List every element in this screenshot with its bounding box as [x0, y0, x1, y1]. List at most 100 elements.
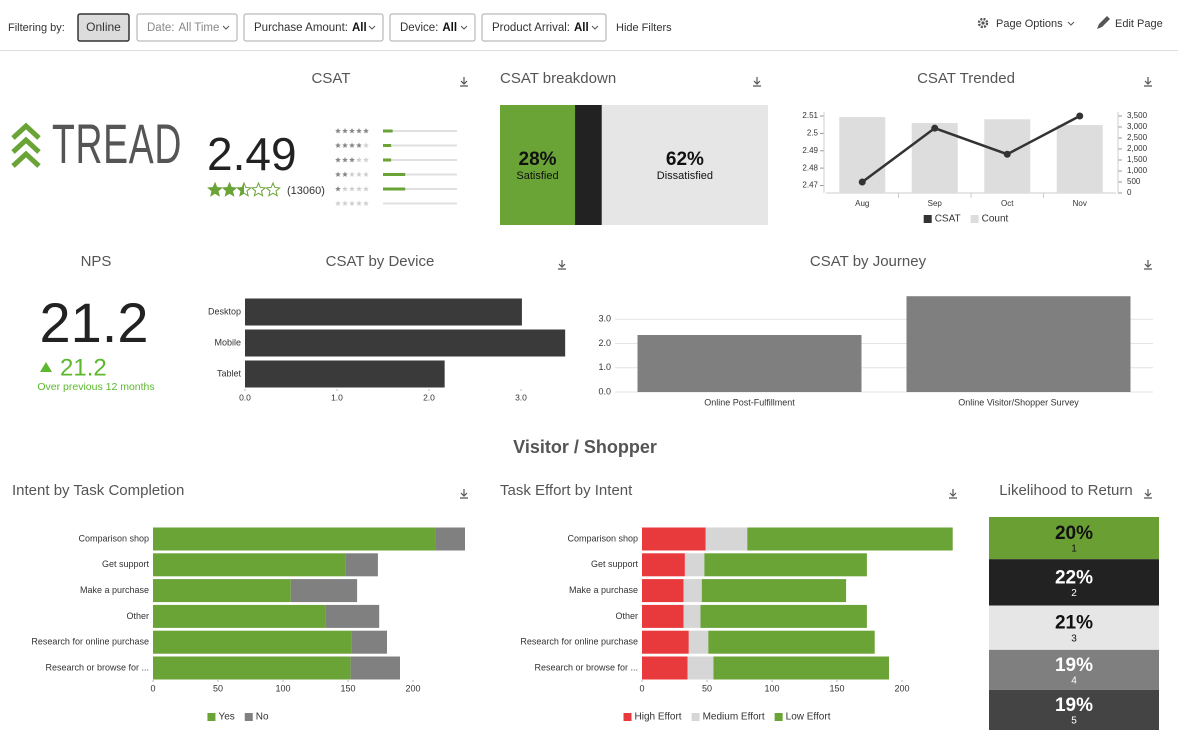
button-frame [481, 13, 607, 42]
widget-title: CSAT by Device [326, 253, 435, 270]
y-tick-label: 2.0 [598, 338, 611, 348]
bar-segment [345, 553, 378, 577]
distribution-bar [383, 144, 392, 147]
breakdown-segment [601, 105, 768, 225]
legend-label: Count [982, 214, 1009, 225]
y-tick-label: Mobile [214, 337, 241, 347]
segment-value: 62% [666, 149, 704, 170]
segment-label: Satisfied [516, 170, 558, 182]
page-options[interactable]: Page Options [977, 17, 1075, 30]
row-star [349, 128, 355, 134]
y-tick-label: 2.5 [807, 128, 819, 137]
bar-segment [684, 553, 705, 577]
box-value: 20% [1055, 523, 1093, 544]
row-star [342, 128, 348, 134]
filter-name: Product Arrival: [492, 22, 570, 34]
bar-segment [153, 527, 436, 551]
row-star [335, 171, 341, 177]
download-icon[interactable] [1144, 260, 1152, 270]
filter-button[interactable]: Device: All [389, 13, 476, 42]
download-icon[interactable] [1144, 489, 1152, 499]
filter-text: Device: All [400, 22, 457, 34]
filter-name: Date: [147, 22, 175, 34]
download-icon[interactable] [460, 77, 468, 87]
legend: High Effort Medium Effort Low Effort [623, 712, 831, 723]
x-tick-label: 1.0 [331, 392, 343, 402]
bar-segment [713, 656, 889, 680]
filter-text: Date: All Time [147, 22, 219, 34]
bar [245, 329, 566, 357]
hide-filters[interactable]: Hide Filters [616, 22, 672, 34]
filter-button[interactable]: Product Arrival: All [481, 13, 607, 42]
filter-button[interactable]: Purchase Amount: All [243, 13, 384, 42]
up-arrow [40, 362, 52, 372]
filter-value: All [574, 22, 589, 34]
segment-value: 28% [519, 149, 557, 170]
x-tick-label: 0 [639, 683, 644, 693]
box-value: 21% [1055, 613, 1093, 634]
y-tick-label: Research for online purchase [31, 637, 149, 647]
bar-segment [701, 579, 847, 603]
score: 2.49 [207, 128, 297, 180]
likelihood-box [989, 649, 1159, 690]
y-tick-label: Other [615, 611, 638, 621]
bar [245, 360, 445, 388]
bar-segment [435, 527, 465, 551]
y-tick-label: Get support [591, 559, 639, 569]
row-star [342, 171, 348, 177]
breakdown-segment [500, 105, 576, 225]
logo-chevron [11, 122, 41, 140]
button-frame [243, 13, 384, 42]
count-bar [1056, 125, 1103, 193]
bar-segment [153, 553, 346, 577]
row-star [349, 157, 355, 163]
legend-swatch [923, 215, 932, 223]
logo-chevron [11, 136, 41, 154]
row-star [356, 186, 362, 192]
chevron [222, 25, 230, 30]
bar-segment [642, 579, 684, 603]
legend-swatch [207, 713, 216, 721]
x-tick-label: Nov [1073, 199, 1087, 208]
box-label: 4 [1071, 676, 1077, 687]
bar-segment [290, 579, 358, 603]
row-star [363, 142, 369, 148]
row-star [349, 142, 355, 148]
x-tick-label: 150 [829, 683, 844, 693]
y2-tick-label: 1,000 [1127, 166, 1148, 175]
filter-button[interactable]: Date: All Time [136, 13, 238, 42]
row-star [342, 157, 348, 163]
logo: TREAD [52, 112, 182, 175]
download-icon[interactable] [460, 489, 468, 499]
pencil-icon [1097, 16, 1110, 29]
row-star [363, 171, 369, 177]
x-tick-label: 2.0 [423, 392, 435, 402]
online-button[interactable]: Online [77, 13, 130, 42]
x-tick-label: 150 [340, 683, 355, 693]
filter-name: Device: [400, 22, 438, 34]
download-icon[interactable] [1144, 77, 1152, 87]
y2-tick-label: 2,000 [1127, 144, 1148, 153]
row-star [342, 186, 348, 192]
button-label: Online [86, 20, 121, 34]
x-tick-label: 0.0 [239, 392, 251, 402]
legend-label: Low Effort [786, 712, 831, 723]
legend-swatch [774, 713, 783, 721]
bar-segment [705, 527, 748, 551]
x-tick-label: Aug [855, 199, 869, 208]
download-icon[interactable] [753, 77, 761, 87]
download-icon[interactable] [949, 489, 957, 499]
widget-title: Task Effort by Intent [500, 482, 633, 499]
legend-label: Medium Effort [703, 712, 765, 723]
edit-page[interactable]: Edit Page [1097, 16, 1163, 30]
edit-page-label: Edit Page [1115, 18, 1163, 30]
bar-segment [642, 604, 684, 628]
x-tick-label: 200 [405, 683, 420, 693]
x-tick-label: 50 [702, 683, 712, 693]
csat-line [861, 114, 1081, 184]
y-tick-label: 3.0 [598, 314, 611, 324]
y-tick-label: Research or browse for ... [534, 662, 638, 672]
download-icon[interactable] [558, 260, 566, 270]
y-tick-label: Comparison shop [78, 533, 149, 543]
